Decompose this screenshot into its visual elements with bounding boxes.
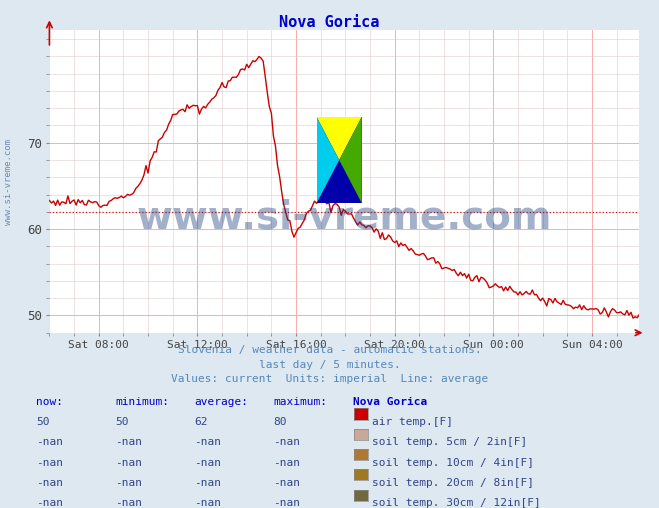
Text: -nan: -nan xyxy=(36,458,63,467)
Text: -nan: -nan xyxy=(115,498,142,508)
Text: Slovenia / weather data - automatic stations.: Slovenia / weather data - automatic stat… xyxy=(178,345,481,356)
Text: -nan: -nan xyxy=(194,498,221,508)
Text: -nan: -nan xyxy=(273,437,301,447)
Text: -nan: -nan xyxy=(194,478,221,488)
Polygon shape xyxy=(316,117,362,203)
Text: soil temp. 30cm / 12in[F]: soil temp. 30cm / 12in[F] xyxy=(372,498,541,508)
Text: www.si-vreme.com: www.si-vreme.com xyxy=(136,199,552,237)
Text: average:: average: xyxy=(194,397,248,406)
Text: -nan: -nan xyxy=(273,498,301,508)
Text: Nova Gorica: Nova Gorica xyxy=(279,15,380,30)
Text: last day / 5 minutes.: last day / 5 minutes. xyxy=(258,360,401,370)
Text: www.si-vreme.com: www.si-vreme.com xyxy=(4,139,13,225)
Text: 80: 80 xyxy=(273,417,287,427)
Text: -nan: -nan xyxy=(194,437,221,447)
Text: soil temp. 5cm / 2in[F]: soil temp. 5cm / 2in[F] xyxy=(372,437,528,447)
Text: -nan: -nan xyxy=(115,437,142,447)
Text: 50: 50 xyxy=(115,417,129,427)
Polygon shape xyxy=(316,117,339,203)
Text: soil temp. 20cm / 8in[F]: soil temp. 20cm / 8in[F] xyxy=(372,478,534,488)
Text: soil temp. 10cm / 4in[F]: soil temp. 10cm / 4in[F] xyxy=(372,458,534,467)
Text: -nan: -nan xyxy=(115,458,142,467)
Polygon shape xyxy=(316,117,362,160)
Text: 50: 50 xyxy=(36,417,49,427)
Text: Values: current  Units: imperial  Line: average: Values: current Units: imperial Line: av… xyxy=(171,374,488,384)
Text: -nan: -nan xyxy=(273,458,301,467)
Text: -nan: -nan xyxy=(194,458,221,467)
Text: -nan: -nan xyxy=(36,498,63,508)
Text: air temp.[F]: air temp.[F] xyxy=(372,417,453,427)
Text: minimum:: minimum: xyxy=(115,397,169,406)
Text: -nan: -nan xyxy=(36,437,63,447)
Polygon shape xyxy=(339,117,362,203)
Text: now:: now: xyxy=(36,397,63,406)
Text: maximum:: maximum: xyxy=(273,397,328,406)
Text: 62: 62 xyxy=(194,417,208,427)
Text: -nan: -nan xyxy=(115,478,142,488)
Text: -nan: -nan xyxy=(36,478,63,488)
Text: Nova Gorica: Nova Gorica xyxy=(353,397,427,406)
Text: -nan: -nan xyxy=(273,478,301,488)
